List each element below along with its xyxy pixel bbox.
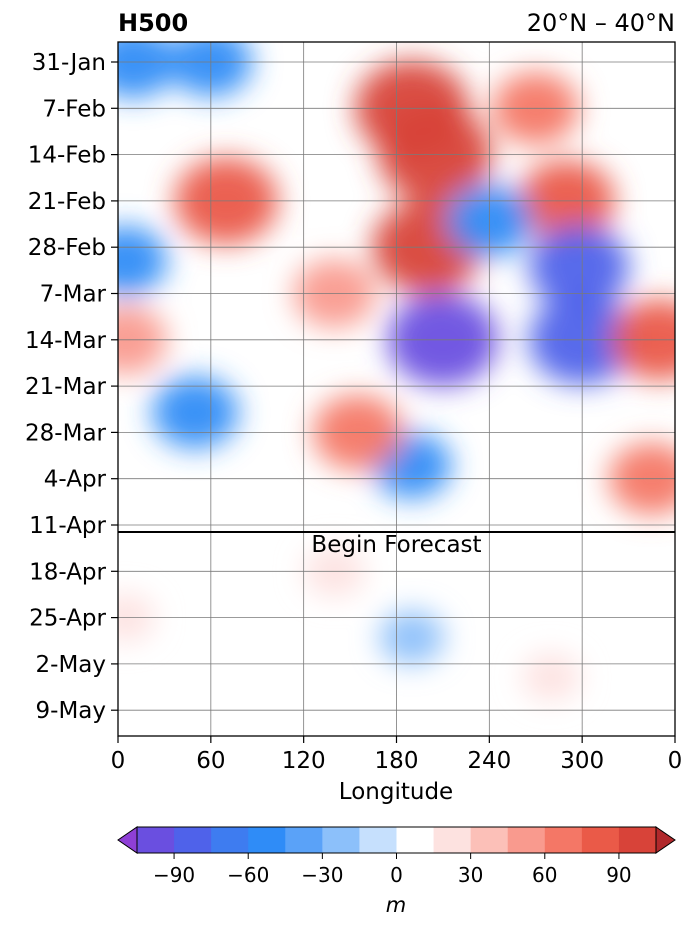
- y-tick-label: 28-Feb: [28, 235, 106, 261]
- y-tick-label: 2-May: [36, 652, 106, 678]
- y-tick-label: 21-Mar: [25, 374, 107, 400]
- y-axis: 31-Jan 7-Feb 14-Feb 21-Feb 28-Feb 7-Mar 14-Mar…: [25, 50, 118, 724]
- y-tick-label: 14-Mar: [25, 328, 107, 354]
- colorbar-tick-label: −30: [301, 863, 343, 887]
- colorbar-swatch: [470, 827, 509, 853]
- x-tick-label: 180: [375, 748, 419, 774]
- colorbar-swatch: [581, 827, 620, 853]
- x-tick-label: 240: [467, 748, 511, 774]
- heatmap-feature: [529, 225, 630, 310]
- colorbar-swatch: [396, 827, 435, 853]
- colorbar-swatch: [618, 827, 657, 853]
- heatmap-feature: [152, 376, 239, 449]
- heatmap-feature: [118, 42, 177, 98]
- x-axis-label: Longitude: [339, 779, 453, 805]
- y-tick-label: 7-Mar: [40, 282, 107, 308]
- x-tick-label: 300: [560, 748, 604, 774]
- y-tick-label: 4-Apr: [44, 467, 107, 493]
- forecast-label: Begin Forecast: [311, 532, 481, 558]
- x-axis: 0 60 120 180 240 300 0: [111, 736, 683, 774]
- colorbar-swatch: [137, 827, 175, 853]
- colorbar-tick-label: 60: [532, 863, 557, 887]
- y-tick-label: 14-Feb: [28, 143, 106, 169]
- y-tick-label: 25-Apr: [29, 606, 106, 632]
- colorbar-swatch: [211, 827, 249, 853]
- y-tick-label: 21-Feb: [28, 189, 106, 215]
- colorbar-swatch: [507, 827, 546, 853]
- colorbar-swatch: [322, 827, 360, 853]
- x-tick-label: 0: [111, 748, 126, 774]
- y-tick-label: 9-May: [36, 698, 106, 724]
- y-tick-label: 11-Apr: [29, 513, 106, 539]
- colorbar-swatch: [433, 827, 472, 853]
- chart-title: H500: [118, 9, 188, 37]
- colorbar-extend-high: [655, 826, 676, 854]
- chart-subtitle: 20°N – 40°N: [527, 9, 675, 37]
- colorbar-swatch: [285, 827, 323, 853]
- colorbar-tick-label: 0: [390, 863, 403, 887]
- y-tick-label: 28-Mar: [25, 420, 107, 446]
- x-tick-label: 120: [282, 748, 326, 774]
- colorbar-extend-low: [117, 826, 138, 854]
- colorbar-tick-label: 90: [606, 863, 631, 887]
- heatmap-area: [118, 42, 675, 736]
- y-tick-label: 18-Apr: [29, 559, 106, 585]
- colorbar-swatch: [174, 827, 212, 853]
- x-tick-label: 0: [668, 748, 683, 774]
- colorbar-swatch: [359, 827, 397, 853]
- colorbar-tick-label: −60: [227, 863, 269, 887]
- colorbar-label: m: [386, 893, 406, 917]
- colorbar: −90 −60 −30 0 30 60 90: [117, 826, 676, 887]
- heatmap-feature: [522, 653, 581, 702]
- grid: [117, 42, 676, 736]
- colorbar-swatch: [248, 827, 286, 853]
- colorbar-tick-label: −90: [153, 863, 195, 887]
- heatmap-feature: [118, 225, 167, 295]
- heatmap-feature: [379, 610, 445, 665]
- y-tick-label: 31-Jan: [32, 50, 106, 76]
- y-tick-label: 7-Feb: [42, 96, 106, 122]
- colorbar-tick-label: 30: [458, 863, 483, 887]
- colorbar-swatch: [544, 827, 583, 853]
- x-tick-label: 60: [196, 748, 225, 774]
